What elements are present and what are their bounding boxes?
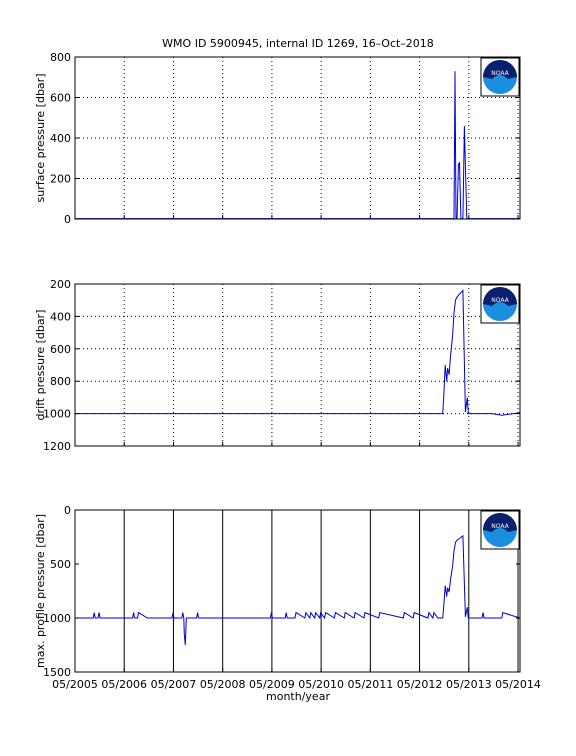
y-tick-label: 1200 — [43, 440, 71, 453]
x-tick-label: 05/2005 — [52, 678, 98, 691]
logo-top — [483, 60, 517, 79]
y-tick-label: 0 — [64, 504, 71, 517]
y-axis-label: drift pressure [dbar] — [34, 310, 47, 421]
y-tick-label: 600 — [50, 343, 71, 356]
y-tick-label: 500 — [50, 558, 71, 571]
panel-2: 200 400 600 800 1000 1200 drift pressure [dbar… — [34, 278, 521, 453]
x-tick-label: 05/2014 — [495, 678, 541, 691]
y-tick-label: 1000 — [43, 408, 71, 421]
noaa-logo-icon: NOAA — [480, 57, 520, 97]
y-tick-label: 0 — [64, 213, 71, 226]
logo-top — [483, 513, 517, 532]
x-tick-label: 05/2013 — [446, 678, 492, 691]
series-line-1 — [75, 534, 521, 646]
y-tick-label: 800 — [50, 51, 71, 64]
series-line-1 — [75, 71, 520, 220]
logo-top — [483, 287, 517, 306]
y-tick-label: 200 — [50, 278, 71, 291]
y-tick-label: 1000 — [43, 612, 71, 625]
x-tick-label: 05/2010 — [298, 678, 344, 691]
logo-text: NOAA — [491, 297, 509, 304]
y-tick-label: 1500 — [43, 666, 71, 679]
y-tick-label: 200 — [50, 173, 71, 186]
x-axis-label: month/year — [266, 690, 330, 703]
y-tick-label: 400 — [50, 132, 71, 145]
x-tick-label: 05/2007 — [151, 678, 197, 691]
figure-title: WMO ID 5900945, internal ID 1269, 16–Oct… — [162, 37, 434, 50]
plot-frame — [74, 509, 521, 673]
logo-text: NOAA — [491, 523, 509, 530]
y-tick-label: 400 — [50, 310, 71, 323]
x-tick-label: 05/2009 — [249, 678, 295, 691]
y-axis-label: surface pressure [dbar] — [34, 74, 47, 203]
plot-frame — [74, 56, 521, 220]
plot-frame — [74, 283, 521, 447]
x-tick-label: 05/2012 — [397, 678, 443, 691]
x-tick-label: 05/2006 — [101, 678, 147, 691]
y-tick-label: 600 — [50, 92, 71, 105]
noaa-logo-icon: NOAA — [480, 284, 520, 324]
y-axis-label: max. profile pressure [dbar] — [34, 514, 47, 668]
noaa-logo-icon: NOAA — [480, 510, 520, 550]
logo-text: NOAA — [491, 70, 509, 77]
series-line-1 — [75, 289, 521, 416]
x-tick-label: 05/2008 — [200, 678, 246, 691]
x-tick-label: 05/2011 — [348, 678, 394, 691]
y-tick-label: 800 — [50, 375, 71, 388]
